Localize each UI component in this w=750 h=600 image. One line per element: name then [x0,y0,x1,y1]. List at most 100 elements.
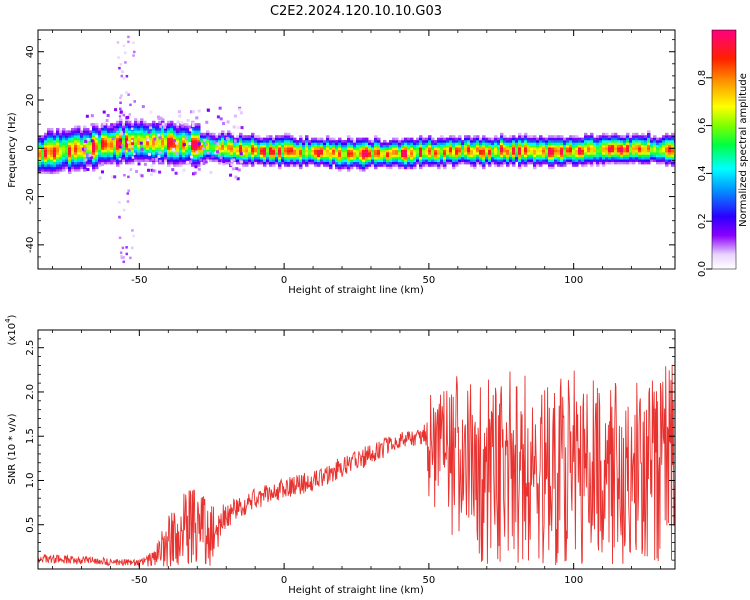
spectrogram-cell [536,154,540,158]
spectrogram-cell [623,149,627,153]
spectrogram-cell [359,152,363,155]
spectrogram-cell [197,149,201,153]
spectrogram-cell [266,137,270,141]
snr-xtick-label: 50 [423,575,436,586]
spectrogram-cell [524,137,528,141]
spectrogram-cell [431,137,435,141]
spectrogram-cell [302,161,306,165]
spectrogram-cell [317,161,321,165]
spectrogram-cell [314,164,318,167]
spectrogram-cell [170,156,174,160]
spectrogram-cell [419,161,423,165]
spectrogram-cell [638,135,642,138]
spectrogram-cell [173,164,177,167]
spectrogram-cell [338,164,342,167]
spectrogram-cell [47,169,51,172]
spectrogram-cell [491,161,495,165]
spectrogram-noise [152,169,156,173]
spectrogram-cell [59,161,63,165]
spectrogram-cell [440,161,444,165]
spectrogram-cell [536,159,540,162]
spectrogram-cell [581,164,585,167]
spectrogram-cell [551,154,555,158]
spectrogram-cell [653,142,657,146]
spectrogram-cell [656,147,660,150]
spectrogram-cell [587,154,591,158]
spectrogram-cell [596,161,600,165]
spectrogram-cell [215,147,219,150]
spectrogram-ytick-label: -40 [25,237,36,253]
spectrogram-cell [278,164,282,167]
spectrogram-cell [611,132,615,136]
spectrogram-cell [641,147,645,150]
spectrogram-cell [551,137,555,141]
spectrogram-cell [311,152,315,155]
spectrogram-cell [539,164,543,167]
spectrogram-cell [41,135,45,138]
spectrogram-cell [323,144,327,148]
spectrogram-cell [173,154,177,158]
spectrogram-cell [179,130,183,133]
spectrogram-cell [164,127,168,131]
spectrogram-cell [602,161,606,165]
spectrogram-cell [299,164,303,167]
spectrogram-cell [242,152,246,155]
spectrogram-cell [146,127,150,131]
spectrogram-cell [101,142,105,146]
spectrogram-cell [386,142,390,146]
spectrogram-cell [386,166,390,170]
spectrogram-cell [665,161,669,165]
spectrogram-noise [189,160,193,164]
spectrogram-cell [386,152,390,155]
spectrogram-cell [287,142,291,146]
spectrogram-cell [539,135,543,138]
spectrogram-cell [194,144,198,148]
spectrogram-cell [128,152,132,155]
spectrogram-cell [116,123,120,126]
spectrogram-cell [59,164,63,167]
spectrogram-cell [143,132,147,136]
spectrogram-cell [653,154,657,158]
spectrogram-noise [135,169,139,173]
spectrogram-cell [266,159,270,162]
spectrogram-cell [110,125,114,129]
spectrogram-cell [467,152,471,155]
spectrogram-cell [170,132,174,136]
spectrogram-cell [173,142,177,146]
spectrogram-cell [437,154,441,158]
spectrogram-cell [56,159,60,162]
spectrogram-cell [278,137,282,141]
spectrogram-cell [113,154,117,158]
spectrogram-cell [452,164,456,167]
spectrogram-cell [278,147,282,150]
spectrogram-cell [368,140,372,143]
spectrogram-cell [191,132,195,136]
spectrogram-noise [233,139,237,143]
spectrogram-cell [605,149,609,153]
spectrogram-cell [512,161,516,165]
spectrogram-cell [350,147,354,150]
spectrogram-cell [491,154,495,158]
spectrogram-cell [53,135,57,138]
spectrogram-cell [341,164,345,167]
spectrogram-cell [239,140,243,143]
spectrogram-cell [386,144,390,148]
spectrogram-cell [407,137,411,141]
spectrogram-cell [473,154,477,158]
spectrogram-cell [221,140,225,143]
spectrogram-noise [237,168,241,172]
spectrogram-cell [506,147,510,150]
spectrogram-cell [110,127,114,131]
spectrogram-cell [602,144,606,148]
spectrogram-cell [182,144,186,148]
spectrogram-noise [149,126,153,130]
spectrogram-cell [560,152,564,155]
spectrogram-noise [98,176,102,180]
spectrogram-cell [398,159,402,162]
spectrogram-cell [527,144,531,148]
spectrogram-cell [665,144,669,148]
spectrogram-cell [566,144,570,148]
spectrogram-cell [50,132,54,136]
spectrogram-cell [176,147,180,150]
spectrogram-cell [425,159,429,162]
